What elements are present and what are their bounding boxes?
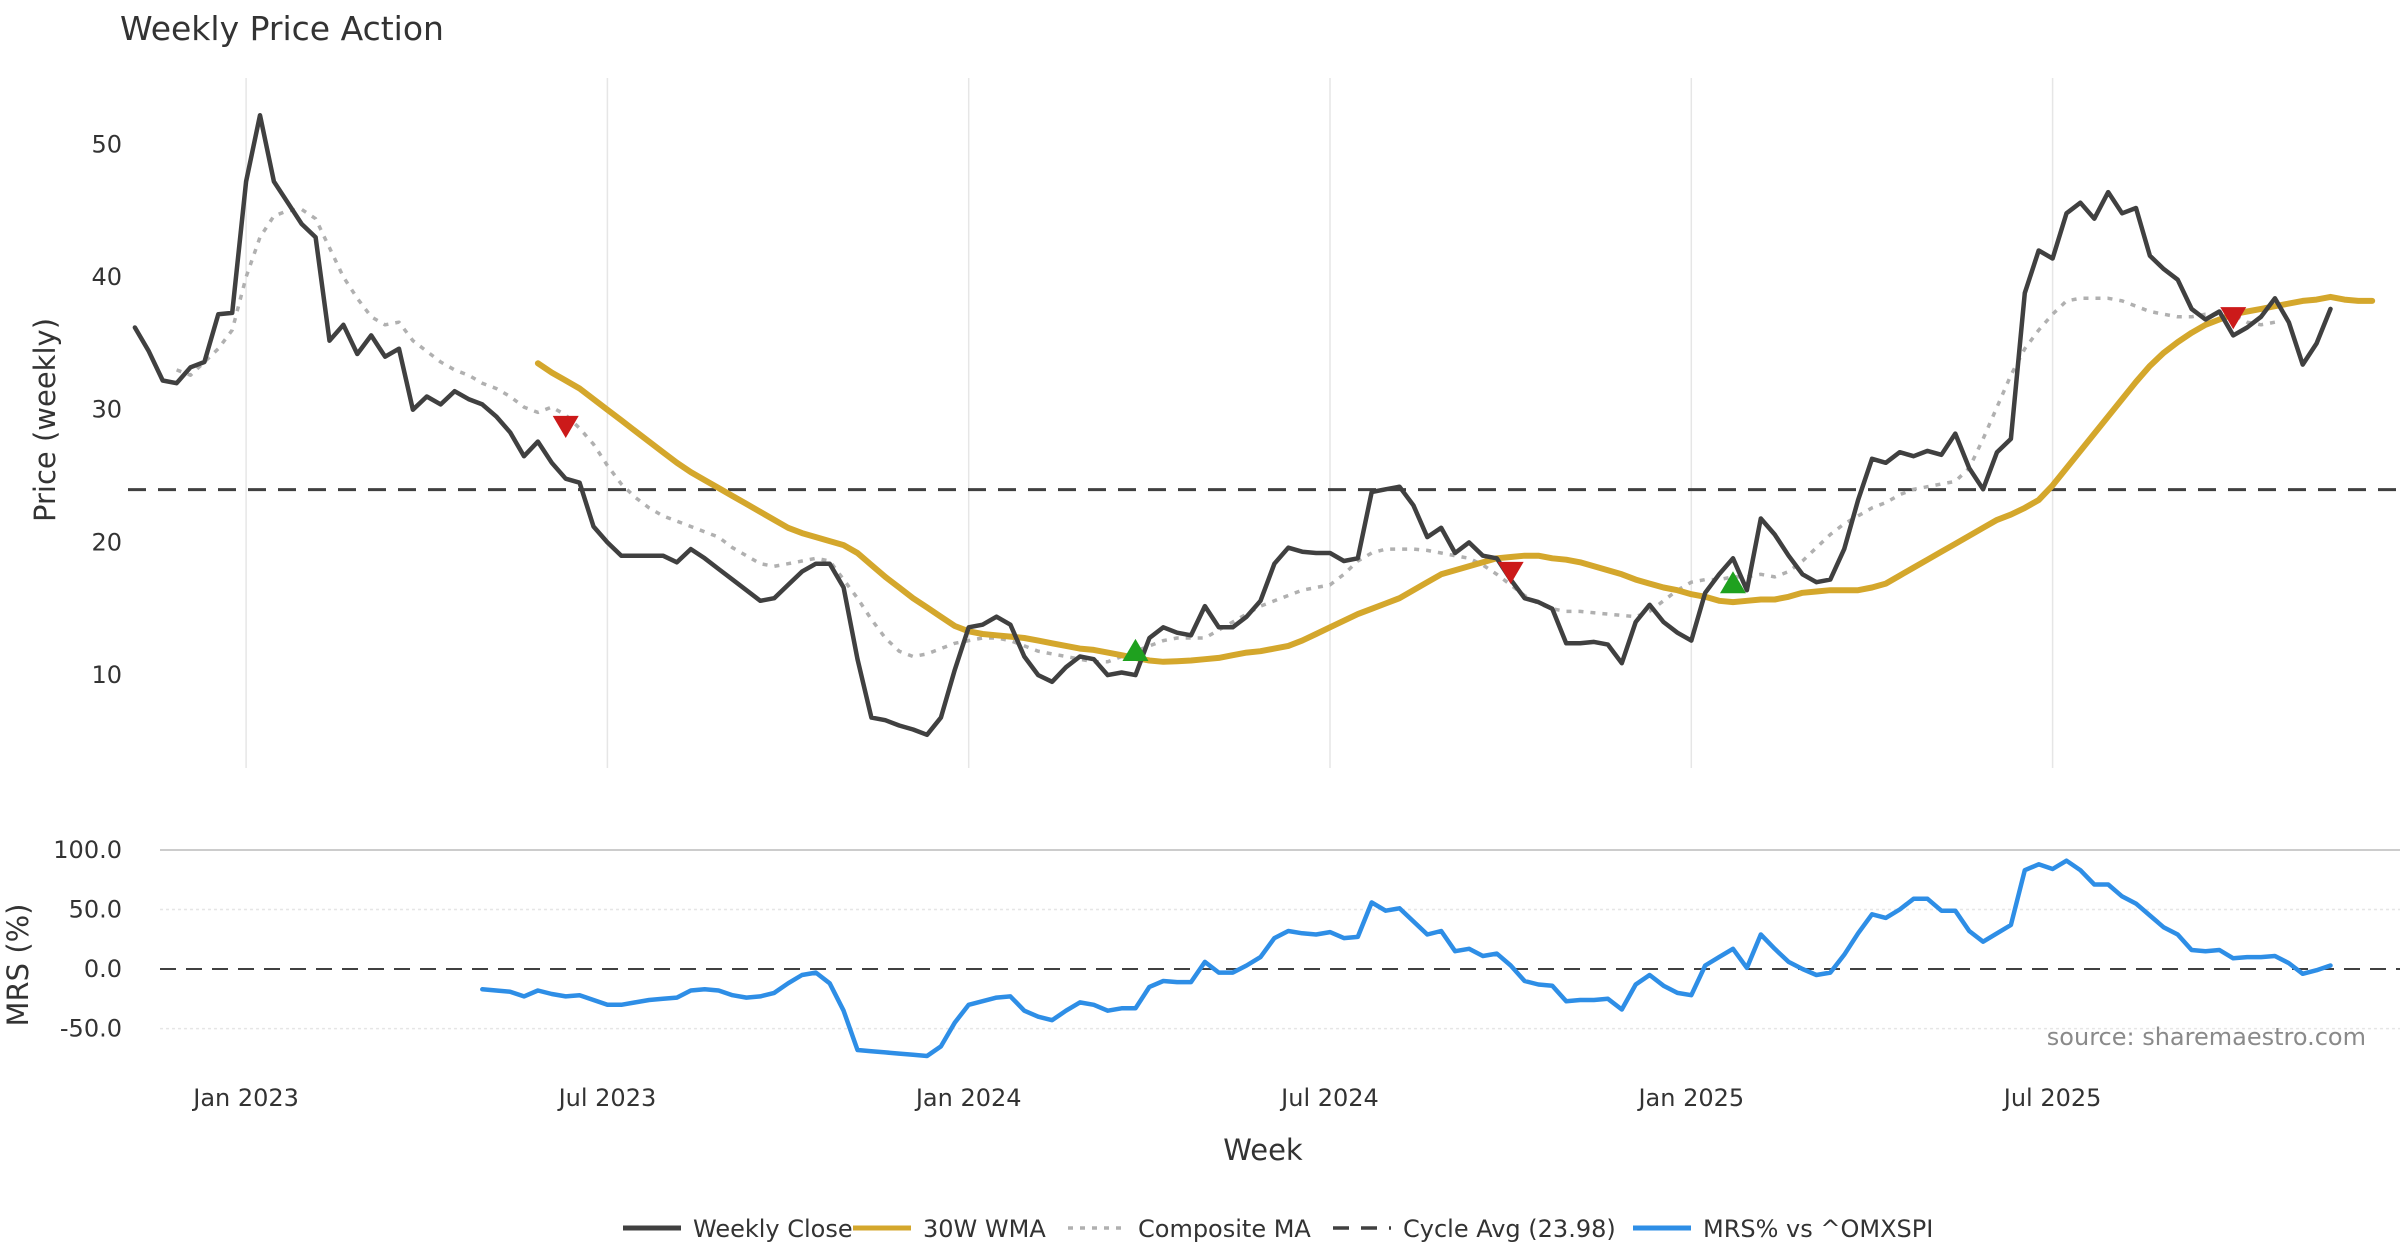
x-tick-label: Jul 2024 (1279, 1084, 1379, 1112)
legend-label: Composite MA (1138, 1215, 1311, 1243)
buy-signal-marker (1719, 571, 1746, 594)
legend-label: Weekly Close (693, 1215, 853, 1243)
price-y-tick-label: 50 (91, 130, 122, 158)
mrs-series (480, 858, 2333, 1059)
sell-signal-marker (1497, 561, 1524, 584)
mrs-y-ticks: 100.0 50.0 0.0 -50.0 (53, 836, 122, 1043)
price-series (132, 112, 2376, 738)
mrs-grid (160, 908, 2400, 1030)
mrs-y-tick-label: 100.0 (53, 836, 122, 864)
x-axis-label: Week (1223, 1133, 1303, 1167)
x-axis-ticks: Jan 2023 Jul 2023 Jan 2024 Jul 2024 Jan 2025… (191, 1084, 2101, 1112)
x-tick-label: Jan 2025 (1636, 1084, 1744, 1112)
price-grid (245, 78, 2054, 768)
x-tick-label: Jan 2023 (191, 1084, 299, 1112)
price-y-tick-label: 40 (91, 263, 122, 291)
buy-signal-marker (1122, 638, 1149, 661)
price-y-tick-label: 30 (91, 396, 122, 424)
price-y-axis-label: Price (weekly) (28, 318, 62, 522)
x-tick-label: Jan 2024 (914, 1084, 1022, 1112)
mrs-series-line (480, 858, 2333, 1059)
signal-markers (552, 307, 2247, 661)
chart-title: Weekly Price Action (120, 9, 444, 48)
legend-item: Weekly Close (623, 1215, 853, 1243)
mrs-y-axis-label: MRS (%) (1, 904, 35, 1027)
price-y-tick-label: 20 (91, 528, 122, 556)
mrs-y-tick-label: 0.0 (84, 955, 122, 983)
price-y-ticks: 10 20 30 40 50 (91, 130, 122, 689)
source-note: source: sharemaestro.com (2047, 1023, 2366, 1051)
legend-item: MRS% vs ^OMXSPI (1633, 1215, 1933, 1243)
legend-item: Cycle Avg (23.98) (1333, 1215, 1616, 1243)
x-tick-label: Jul 2025 (2002, 1084, 2102, 1112)
legend: Weekly Close 30W WMA Composite MA Cycle Avg… (623, 1215, 1933, 1243)
sell-signal-marker (2220, 307, 2247, 330)
price-y-tick-label: 10 (91, 661, 122, 689)
sell-signal-marker (552, 415, 579, 439)
price-panel: 10 20 30 40 50 Price (weekly) (28, 78, 2400, 768)
legend-item: Composite MA (1068, 1215, 1311, 1243)
mrs-y-tick-label: -50.0 (60, 1015, 122, 1043)
mrs-panel: 100.0 50.0 0.0 -50.0 MRS (%) source: sharem… (1, 836, 2400, 1059)
legend-label: 30W WMA (923, 1215, 1046, 1243)
price-series-line (175, 207, 2276, 664)
x-tick-label: Jul 2023 (557, 1084, 657, 1112)
legend-label: Cycle Avg (23.98) (1403, 1215, 1616, 1243)
price-series-line (534, 293, 2376, 665)
legend-label: MRS% vs ^OMXSPI (1703, 1215, 1933, 1243)
legend-item: 30W WMA (853, 1215, 1046, 1243)
price-series-line (132, 112, 2333, 738)
mrs-y-tick-label: 50.0 (69, 896, 122, 924)
